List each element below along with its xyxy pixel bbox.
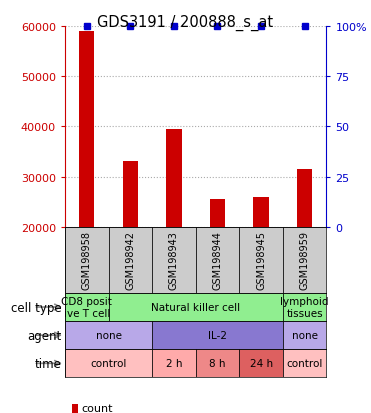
Text: GSM198959: GSM198959 bbox=[300, 231, 310, 290]
Text: GDS3191 / 200888_s_at: GDS3191 / 200888_s_at bbox=[98, 14, 273, 31]
Text: GSM198958: GSM198958 bbox=[82, 231, 92, 290]
FancyBboxPatch shape bbox=[152, 227, 196, 293]
FancyBboxPatch shape bbox=[109, 293, 283, 321]
Text: cell type: cell type bbox=[11, 301, 61, 314]
Text: control: control bbox=[286, 358, 323, 368]
Text: 8 h: 8 h bbox=[209, 358, 226, 368]
Text: IL-2: IL-2 bbox=[208, 330, 227, 340]
Bar bbox=[166, 130, 181, 227]
FancyBboxPatch shape bbox=[65, 349, 152, 377]
FancyBboxPatch shape bbox=[239, 227, 283, 293]
FancyBboxPatch shape bbox=[109, 227, 152, 293]
Text: control: control bbox=[90, 358, 127, 368]
FancyBboxPatch shape bbox=[65, 321, 152, 349]
Text: GSM198945: GSM198945 bbox=[256, 231, 266, 290]
FancyBboxPatch shape bbox=[152, 321, 283, 349]
Text: Natural killer cell: Natural killer cell bbox=[151, 302, 240, 312]
FancyBboxPatch shape bbox=[152, 349, 196, 377]
FancyBboxPatch shape bbox=[283, 349, 326, 377]
Text: lymphoid
tissues: lymphoid tissues bbox=[280, 297, 329, 318]
Bar bbox=[297, 170, 312, 227]
FancyBboxPatch shape bbox=[283, 227, 326, 293]
Text: none: none bbox=[95, 330, 122, 340]
Text: GSM198944: GSM198944 bbox=[213, 231, 223, 290]
Text: CD8 posit
ive T cell: CD8 posit ive T cell bbox=[61, 297, 112, 318]
Text: count: count bbox=[82, 404, 113, 413]
FancyBboxPatch shape bbox=[283, 293, 326, 321]
Text: GSM198942: GSM198942 bbox=[125, 231, 135, 290]
Text: 24 h: 24 h bbox=[250, 358, 273, 368]
FancyBboxPatch shape bbox=[283, 321, 326, 349]
Text: none: none bbox=[292, 330, 318, 340]
Bar bbox=[253, 197, 269, 227]
Text: time: time bbox=[35, 357, 61, 370]
Bar bbox=[123, 162, 138, 227]
Text: agent: agent bbox=[27, 329, 61, 342]
Bar bbox=[79, 32, 94, 227]
FancyBboxPatch shape bbox=[196, 349, 239, 377]
Text: GSM198943: GSM198943 bbox=[169, 231, 179, 290]
FancyBboxPatch shape bbox=[196, 227, 239, 293]
Bar bbox=[210, 199, 225, 227]
FancyBboxPatch shape bbox=[65, 293, 109, 321]
FancyBboxPatch shape bbox=[239, 349, 283, 377]
Text: 2 h: 2 h bbox=[166, 358, 182, 368]
FancyBboxPatch shape bbox=[65, 227, 109, 293]
